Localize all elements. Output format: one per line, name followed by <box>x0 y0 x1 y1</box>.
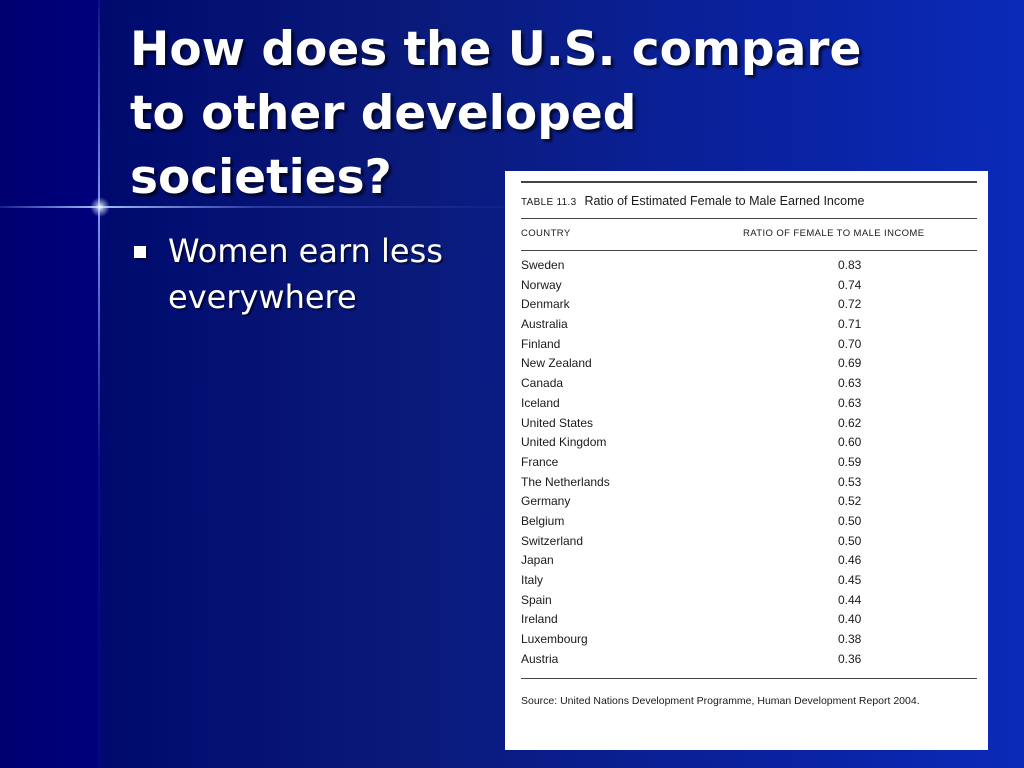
table-row: Japan 0.46 <box>521 551 977 571</box>
slide-title: How does the U.S. compare to other devel… <box>130 22 862 205</box>
table-row: Australia 0.71 <box>521 315 977 335</box>
country-cell: Ireland <box>521 612 558 627</box>
ratio-cell: 0.60 <box>838 435 862 450</box>
table-row: Spain 0.44 <box>521 591 977 611</box>
table-caption: TABLE 11.3 Ratio of Estimated Female to M… <box>521 194 864 208</box>
table-top-rule <box>521 181 977 183</box>
bullet-item: Women earn less everywhere <box>128 228 488 320</box>
ratio-cell: 0.83 <box>838 258 862 272</box>
ratio-cell: 0.44 <box>838 592 862 607</box>
ratio-cell: 0.59 <box>838 454 862 469</box>
table-title: Ratio of Estimated Female to Male Earned… <box>584 194 865 208</box>
sparkle-decoration <box>90 197 110 217</box>
country-cell: Spain <box>521 592 552 607</box>
square-bullet-icon <box>134 246 146 258</box>
table-bottom-rule <box>521 678 977 679</box>
ratio-cell: 0.72 <box>838 297 862 312</box>
table-row: Italy 0.45 <box>521 571 977 591</box>
horizontal-light-line <box>0 206 520 208</box>
table-row: United Kingdom 0.60 <box>521 433 977 453</box>
ratio-cell: 0.38 <box>838 632 862 647</box>
table-row: France 0.59 <box>521 453 977 473</box>
table-row: Sweden 0.83 <box>521 256 977 276</box>
country-cell: Denmark <box>521 297 570 312</box>
table-row: Finland 0.70 <box>521 335 977 355</box>
ratio-cell: 0.63 <box>838 376 862 391</box>
table-row: Canada 0.63 <box>521 374 977 394</box>
table-row: Denmark 0.72 <box>521 295 977 315</box>
table-header-rule <box>521 250 977 251</box>
country-cell: United Kingdom <box>521 435 607 450</box>
table-row: Iceland 0.63 <box>521 394 977 414</box>
column-header-ratio: RATIO OF FEMALE TO MALE INCOME <box>743 228 925 239</box>
country-cell: Finland <box>521 336 561 351</box>
table-row: Germany 0.52 <box>521 492 977 512</box>
ratio-cell: 0.74 <box>838 277 862 292</box>
ratio-cell: 0.71 <box>838 317 862 332</box>
ratio-cell: 0.36 <box>838 651 862 666</box>
country-cell: Iceland <box>521 395 560 410</box>
ratio-cell: 0.52 <box>838 494 862 509</box>
country-cell: Japan <box>521 553 554 568</box>
ratio-cell: 0.70 <box>838 336 862 351</box>
table-source: Source: United Nations Development Progr… <box>521 695 920 707</box>
country-cell: Luxembourg <box>521 632 588 647</box>
column-header-country: COUNTRY <box>521 228 571 239</box>
country-cell: Belgium <box>521 513 565 528</box>
country-cell: Australia <box>521 317 568 332</box>
ratio-cell: 0.45 <box>838 573 862 587</box>
table-row: Luxembourg 0.38 <box>521 630 977 650</box>
country-cell: France <box>521 454 559 469</box>
country-cell: United States <box>521 415 594 430</box>
ratio-cell: 0.50 <box>838 513 862 528</box>
ratio-cell: 0.46 <box>838 553 862 568</box>
table-row: New Zealand 0.69 <box>521 354 977 374</box>
ratio-cell: 0.40 <box>838 612 862 627</box>
country-cell: Norway <box>521 277 562 292</box>
country-cell: New Zealand <box>521 356 592 371</box>
country-cell: The Netherlands <box>521 474 610 489</box>
table-row: Norway 0.74 <box>521 276 977 296</box>
country-cell: Canada <box>521 376 564 391</box>
country-cell: Germany <box>521 494 571 509</box>
country-cell: Austria <box>521 651 559 666</box>
country-cell: Sweden <box>521 258 565 272</box>
ratio-cell: 0.63 <box>838 395 862 410</box>
ratio-cell: 0.62 <box>838 415 862 430</box>
table-caption-rule <box>521 218 977 219</box>
table-row: United States 0.62 <box>521 414 977 434</box>
ratio-cell: 0.53 <box>838 474 862 489</box>
table-body: Sweden 0.83 Norway 0.74 Denmark 0.72 Australia… <box>521 256 977 669</box>
table-label: TABLE 11.3 <box>521 197 577 208</box>
ratio-cell: 0.69 <box>838 356 862 371</box>
table-row: The Netherlands 0.53 <box>521 473 977 493</box>
country-cell: Italy <box>521 573 544 587</box>
table-row: Belgium 0.50 <box>521 512 977 532</box>
table-row: Austria 0.36 <box>521 650 977 670</box>
table-row: Switzerland 0.50 <box>521 532 977 552</box>
vertical-light-line <box>98 0 100 768</box>
left-band-decoration <box>0 0 100 768</box>
bullet-list: Women earn less everywhere <box>128 228 488 320</box>
bullet-text: Women earn less everywhere <box>168 232 443 316</box>
table-image: TABLE 11.3 Ratio of Estimated Female to M… <box>505 171 988 750</box>
table-row: Ireland 0.40 <box>521 610 977 630</box>
country-cell: Switzerland <box>521 533 584 548</box>
ratio-cell: 0.50 <box>838 533 862 548</box>
